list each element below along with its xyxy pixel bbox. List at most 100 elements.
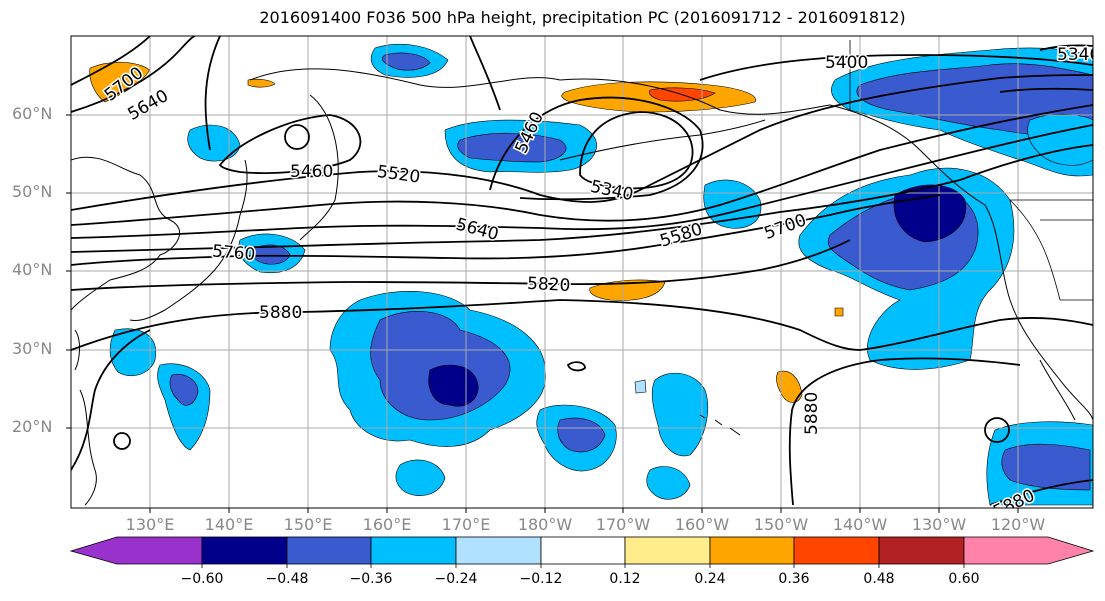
colorbar-tick-label: −0.12 — [519, 571, 563, 587]
colorbar-tick-label: 0.60 — [948, 571, 980, 587]
lat-label: 50°N — [12, 182, 53, 201]
precip-area — [557, 417, 606, 453]
colorbar-tick-label: −0.24 — [434, 571, 478, 587]
contour-5400 — [699, 54, 1093, 81]
colorbar-segment — [201, 536, 288, 565]
contour-closed-high — [984, 417, 1010, 443]
colorbar-tick-label: 0.36 — [778, 571, 810, 587]
colorbar-segment — [709, 536, 795, 565]
contour-5880 — [859, 317, 1093, 351]
precip-negative-shading — [109, 43, 1093, 506]
precip-area — [1027, 113, 1093, 166]
contour-5820 — [71, 239, 851, 291]
colorbar-tick-label: 0.12 — [609, 571, 641, 587]
precip-area — [457, 132, 567, 163]
contour-5880 — [71, 329, 151, 471]
contour-5400 — [579, 111, 694, 190]
lon-label: 130°E — [125, 515, 175, 534]
political-borders — [849, 40, 1093, 301]
precip-area — [381, 52, 431, 71]
lon-label: 120°W — [990, 515, 1046, 534]
precip-area — [776, 370, 803, 403]
colorbar-segment — [286, 536, 372, 565]
precip-area — [651, 372, 708, 457]
lon-label: 170°W — [595, 515, 651, 534]
lon-label: 130°W — [911, 515, 967, 534]
map-area: 5700 5640 5460 5520 5460 5340 5400 5340 … — [71, 36, 1093, 508]
lat-label: 20°N — [12, 417, 53, 436]
precip-area — [1001, 443, 1091, 491]
contour-5460 — [999, 87, 1093, 93]
contour-5880 — [788, 357, 1021, 506]
colorbar-tick-label: −0.48 — [265, 571, 309, 587]
coastline-kamchatka — [299, 94, 339, 241]
contour-5580 — [71, 104, 1093, 226]
colorbar-segment — [69, 536, 203, 565]
coastline-north-america — [919, 149, 1093, 421]
contour-closed-low — [284, 124, 310, 150]
contour-label: 5820 — [527, 274, 571, 296]
contour-5460 — [218, 114, 362, 174]
graticule — [71, 36, 1093, 508]
lon-label: 170°E — [441, 515, 491, 534]
axis-ticks — [66, 114, 1019, 513]
precip-area — [634, 379, 647, 394]
map-frame — [70, 35, 1094, 509]
contour-5880 — [71, 299, 861, 351]
contour-label: 5760 — [211, 241, 256, 265]
coastline-alaska — [559, 78, 921, 151]
contour-closed-high — [113, 432, 131, 450]
contour-label: 5880 — [259, 303, 302, 323]
coastline-baja — [1039, 359, 1076, 421]
precip-area — [247, 78, 276, 88]
contour-label: 5460 — [290, 162, 333, 182]
contour-5340 — [1039, 44, 1093, 51]
lon-label: 150°E — [283, 515, 333, 534]
contour-5700 — [71, 36, 151, 86]
colorbar-segment — [878, 536, 965, 565]
contour-5760 — [71, 194, 941, 266]
hawaii-islands — [699, 414, 741, 436]
colorbar-tick-label: 0.48 — [863, 571, 895, 587]
colorbar-tick-label: −0.60 — [180, 571, 224, 587]
height-contours — [71, 36, 1093, 506]
contour-5520 — [71, 74, 1093, 211]
colorbar-segment — [624, 536, 711, 565]
lon-label: 150°W — [753, 515, 809, 534]
lon-label: 160°W — [674, 515, 730, 534]
colorbar-segment — [370, 536, 457, 565]
coastline-philippines — [79, 389, 97, 506]
precip-area — [187, 124, 241, 162]
contour-5640 — [71, 124, 1093, 239]
colorbar — [69, 536, 1095, 568]
colorbar-tick-label: −0.36 — [349, 571, 393, 587]
contour-label: 5880 — [802, 392, 822, 435]
contour-5580 — [204, 36, 221, 151]
lon-label: 180°W — [517, 515, 573, 534]
contour-5880 — [989, 479, 1093, 506]
lon-label: 140°W — [832, 515, 888, 534]
precip-area — [395, 459, 446, 496]
coastline-japan — [129, 159, 248, 321]
contour-5700 — [71, 144, 1093, 253]
coastline-taiwan — [74, 329, 80, 371]
coastline-aleutians — [559, 119, 766, 161]
precip-area — [646, 466, 691, 500]
contour-5460 — [489, 96, 704, 201]
colorbar-segment — [793, 536, 880, 565]
contour-5520 — [469, 36, 501, 111]
contour-closed-high — [566, 361, 586, 372]
colorbar-segment — [540, 536, 626, 565]
precip-area — [109, 328, 157, 376]
border-line — [1009, 199, 1061, 301]
lat-label: 40°N — [12, 260, 53, 279]
contour-label: 5400 — [825, 53, 868, 73]
lon-label: 140°E — [204, 515, 254, 534]
precip-area — [589, 279, 666, 301]
colorbar-segment — [963, 536, 1095, 565]
coastline-siberia — [249, 68, 561, 88]
colorbar-tick-label: 0.24 — [694, 571, 726, 587]
contour-5640 — [71, 36, 196, 113]
lat-label: 30°N — [12, 339, 53, 358]
